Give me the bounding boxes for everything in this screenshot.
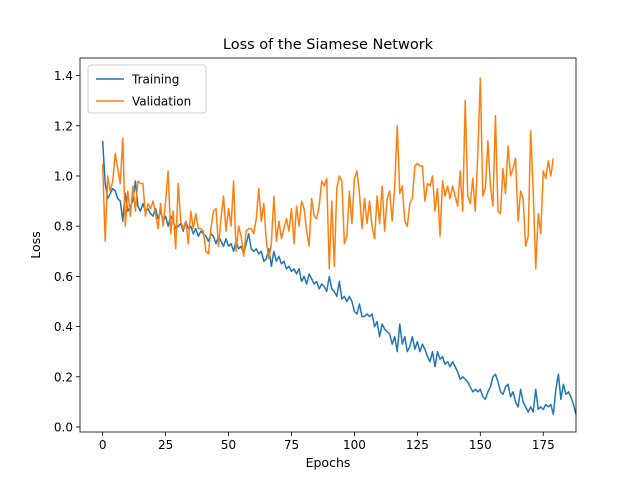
legend-label-validation: Validation: [132, 95, 191, 109]
y-tick-label: 1.4: [54, 69, 73, 83]
y-tick-label: 0.2: [54, 370, 73, 384]
axes-frame: [79, 57, 577, 433]
legend-label-training: Training: [131, 73, 179, 87]
y-tick-label: 0.8: [54, 220, 73, 234]
y-tick-label: 1.2: [54, 119, 73, 133]
x-tick-label: 0: [99, 438, 107, 452]
y-tick-label: 0.4: [54, 320, 73, 334]
series-line-validation: [101, 77, 555, 270]
y-tick-label: 0.6: [54, 270, 73, 284]
x-tick-label: 175: [532, 438, 555, 452]
y-tick-label: 0.0: [54, 420, 73, 434]
plot-area: 0 25 50 75 100 125 150 175 0.0 0.2 0.4 0.6 0.8 1.0 1.2…: [54, 57, 577, 452]
y-axis-label: Loss: [28, 231, 43, 258]
series-line-training: [101, 140, 577, 416]
x-tick-label: 75: [284, 438, 299, 452]
x-tick-label: 25: [158, 438, 173, 452]
x-axis-label: Epochs: [306, 455, 351, 470]
y-tick-label: 1.0: [54, 169, 73, 183]
x-tick-label: 150: [469, 438, 492, 452]
x-tick-label: 100: [343, 438, 366, 452]
chart-title: Loss of the Siamese Network: [223, 37, 434, 53]
x-tick-label: 50: [221, 438, 236, 452]
x-tick-label: 125: [406, 438, 429, 452]
